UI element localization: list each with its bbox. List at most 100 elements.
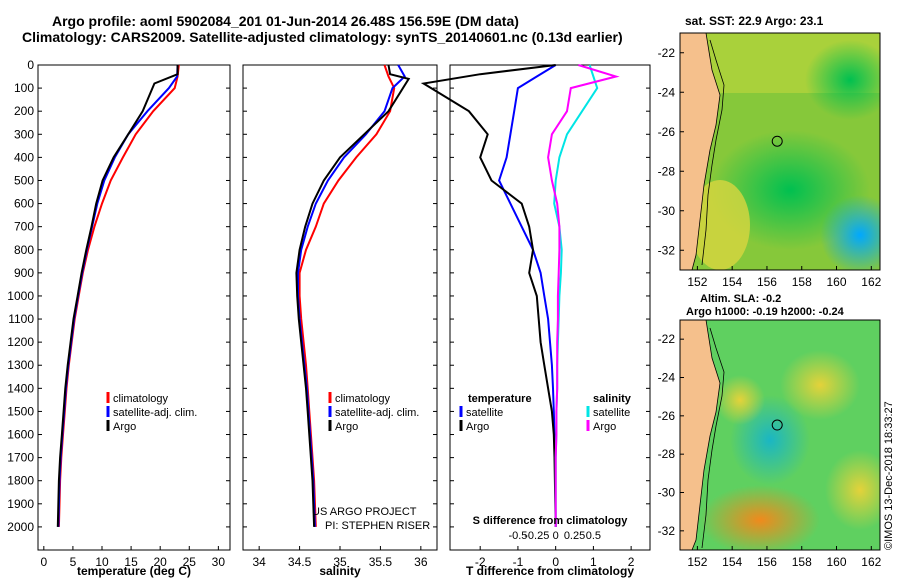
depth-tick-label: 700	[14, 220, 34, 234]
sst-map-xtick-label: 152	[687, 275, 707, 289]
chart-title-line1: Argo profile: aoml 5902084_201 01-Jun-20…	[52, 13, 519, 29]
sst-argo-marker	[771, 135, 783, 147]
sst-map-ytick-label: -30	[658, 204, 676, 218]
difference-top-tick-label: 0.25	[564, 530, 585, 542]
temperature-series-satellite-adj-clim-	[57, 64, 179, 527]
sla-map-xtick-label: 154	[722, 555, 742, 569]
sst-map-xtick-label: 158	[792, 275, 812, 289]
salinity-series-satellite-adj-clim-	[297, 64, 406, 527]
sla-argo-marker	[771, 419, 783, 431]
salinity-xtick-label: 35.5	[369, 555, 393, 569]
difference-frame	[449, 64, 651, 551]
sst-map-xtick-label: 156	[757, 275, 777, 289]
project-annotation-line1: US ARGO PROJECT	[312, 506, 417, 518]
sst-land	[680, 33, 721, 270]
depth-tick-label: 0	[27, 58, 34, 72]
sst-map-xtick-label: 162	[861, 275, 881, 289]
sst-map-ytick-label: -22	[658, 46, 676, 60]
temperature-xtick-label: 15	[124, 555, 138, 569]
depth-tick-label: 600	[14, 197, 34, 211]
depth-tick-label: 900	[14, 266, 34, 280]
temperature-legend-climatology: climatology	[113, 393, 169, 405]
depth-tick-label: 1800	[7, 474, 34, 488]
sst-map-title: sat. SST: 22.9 Argo: 23.1	[685, 14, 824, 28]
temperature-frame	[37, 64, 231, 551]
difference-series-s-satellite	[553, 64, 599, 527]
difference-top-tick-label: 0.5	[586, 530, 601, 542]
difference-xtick-label: -1	[513, 555, 524, 569]
copyright-text: ©IMOS 13-Dec-2018 18:33:27	[883, 401, 895, 550]
sla-map-ytick-label: -24	[658, 371, 676, 385]
difference-top-tick-label: -0.25	[524, 530, 549, 542]
depth-tick-label: 100	[14, 81, 34, 95]
sla-map-xtick-label: 156	[757, 555, 777, 569]
copyright-label: ©IMOS 13-Dec-2018 18:33:27	[878, 310, 898, 550]
difference-top-label: S difference from climatology	[473, 515, 629, 527]
difference-series-s-argo	[547, 64, 620, 527]
difference-top-tick-label: -0.5	[508, 530, 527, 542]
difference-xtick-label: 0	[552, 555, 559, 569]
sla-map: Altim. SLA: -0.2 Argo h1000: -0.19 h2000…	[679, 293, 881, 551]
temperature-legend-satellite: satellite-adj. clim.	[113, 407, 197, 419]
difference-legend-t-argo: Argo	[466, 421, 489, 433]
difference-series-t-argo	[420, 64, 557, 527]
difference-legend-temperature-title: temperature	[468, 393, 532, 405]
temperature-xtick-label: 5	[70, 555, 77, 569]
difference-legend-s-satellite: satellite	[593, 407, 630, 419]
sst-map-ytick-label: -26	[658, 125, 676, 139]
depth-tick-label: 400	[14, 150, 34, 164]
difference-legend-s-argo: Argo	[593, 421, 616, 433]
project-annotation-line2: PI: STEPHEN RISER	[325, 520, 430, 532]
difference-legend-salinity-title: salinity	[593, 393, 632, 405]
depth-tick-label: 2000	[7, 520, 34, 534]
salinity-xtick-label: 34	[252, 555, 266, 569]
depth-tick-label: 1400	[7, 381, 34, 395]
sla-map-title-line2: Argo h1000: -0.19 h2000: -0.24	[686, 306, 845, 318]
depth-tick-label: 500	[14, 173, 34, 187]
sla-map-ytick-label: -28	[658, 447, 676, 461]
difference-xtick-label: 2	[628, 555, 635, 569]
sst-map: sat. SST: 22.9 Argo: 23.1	[679, 14, 881, 271]
salinity-series-climatology	[298, 64, 396, 527]
salinity-xlabel: salinity	[319, 564, 361, 578]
temperature-xtick-label: 0	[40, 555, 47, 569]
sst-map-xtick-label: 160	[827, 275, 847, 289]
sla-map-title-line1: Altim. SLA: -0.2	[700, 293, 781, 305]
difference-xtick-label: -2	[475, 555, 486, 569]
depth-tick-label: 200	[14, 104, 34, 118]
sla-map-ytick-label: -30	[658, 486, 676, 500]
salinity-xtick-label: 36	[414, 555, 428, 569]
temperature-xtick-label: 30	[212, 555, 226, 569]
temperature-xtick-label: 10	[95, 555, 109, 569]
difference-xlabel: T difference from climatology	[466, 564, 634, 578]
sla-map-ytick-label: -32	[658, 524, 676, 538]
depth-tick-label: 1600	[7, 428, 34, 442]
depth-tick-label: 1000	[7, 289, 34, 303]
depth-tick-label: 300	[14, 127, 34, 141]
sla-map-ytick-label: -26	[658, 409, 676, 423]
temperature-xtick-label: 20	[154, 555, 168, 569]
salinity-legend-satellite: satellite-adj. clim.	[335, 407, 419, 419]
salinity-xtick-label: 34.5	[288, 555, 312, 569]
sla-map-ytick-label: -22	[658, 332, 676, 346]
salinity-frame	[242, 64, 438, 551]
depth-tick-label: 1900	[7, 497, 34, 511]
depth-tick-label: 1100	[8, 312, 34, 326]
salinity-legend-argo: Argo	[335, 421, 358, 433]
sla-map-xtick-label: 158	[792, 555, 812, 569]
temperature-series-argo	[56, 65, 179, 527]
chart-title-line2: Climatology: CARS2009. Satellite-adjuste…	[22, 29, 623, 45]
difference-legend-t-satellite: satellite	[466, 407, 503, 419]
sla-land	[680, 320, 721, 550]
depth-tick-label: 1300	[7, 358, 34, 372]
salinity-series-argo	[295, 64, 411, 527]
depth-tick-label: 1500	[7, 404, 34, 418]
salinity-legend-climatology: climatology	[335, 393, 391, 405]
sst-map-ytick-label: -28	[658, 164, 676, 178]
depth-tick-label: 1200	[7, 335, 34, 349]
sla-map-xtick-label: 162	[861, 555, 881, 569]
depth-tick-label: 800	[14, 243, 34, 257]
sla-map-xtick-label: 152	[687, 555, 707, 569]
difference-xtick-label: 1	[590, 555, 597, 569]
